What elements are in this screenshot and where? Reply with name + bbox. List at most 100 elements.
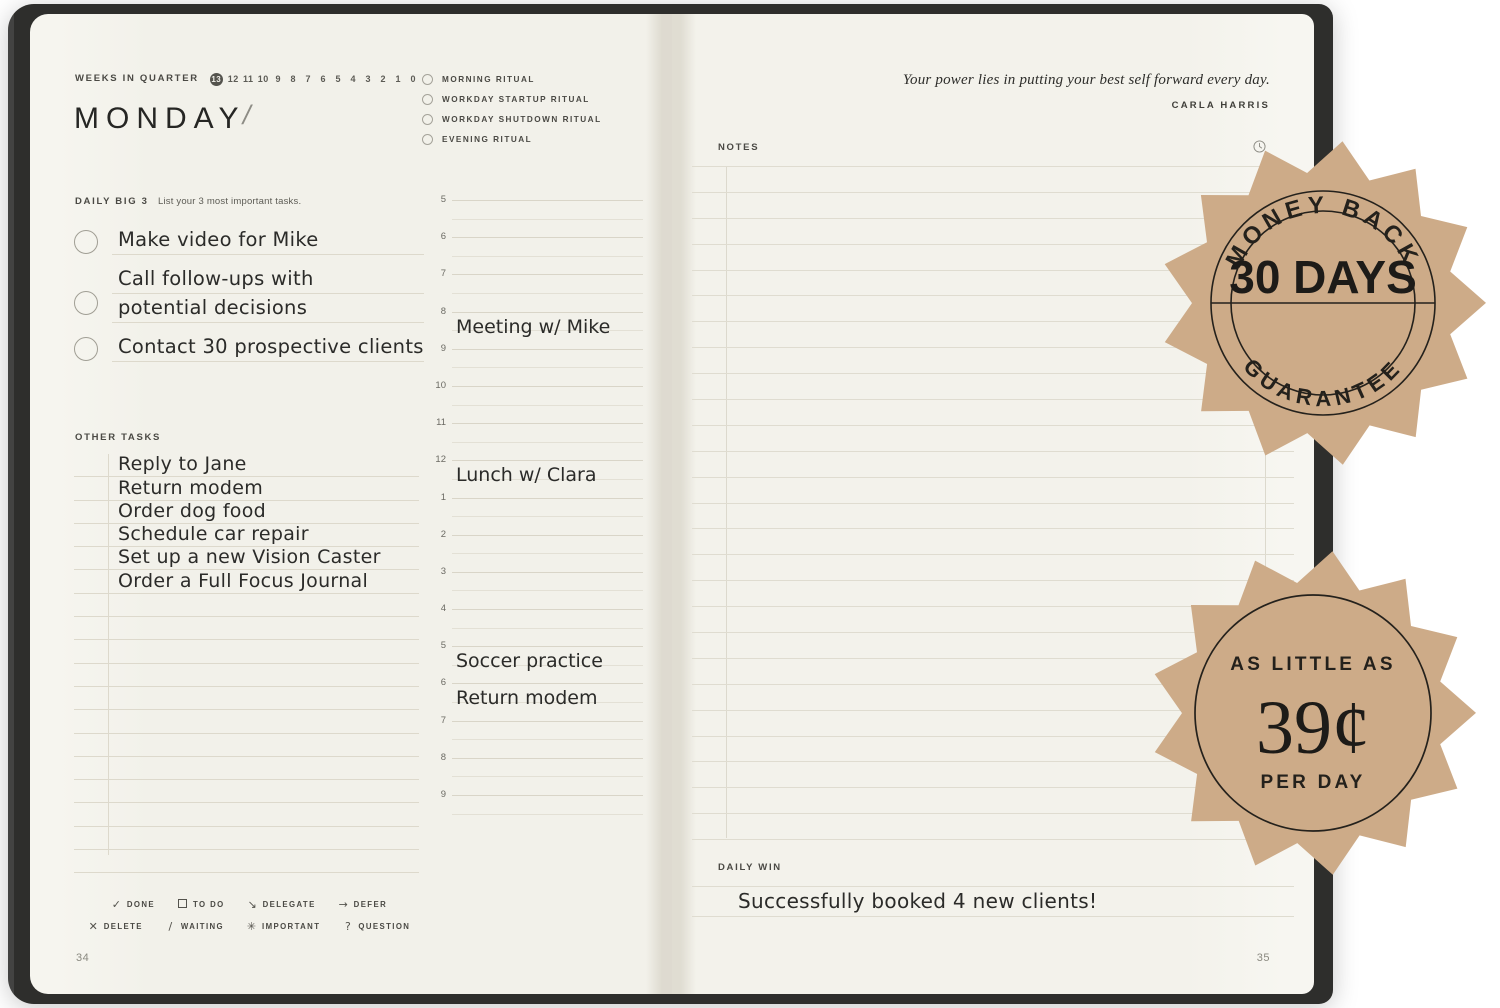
notes-line[interactable] <box>692 839 1294 865</box>
schedule-half-hour-rule <box>452 404 643 406</box>
schedule-slot-7[interactable]: 7 <box>428 715 643 758</box>
ritual-checkbox-icon[interactable] <box>422 133 433 145</box>
schedule-slot-8[interactable]: 8 <box>428 752 643 795</box>
notes-line[interactable] <box>692 632 1294 658</box>
notes-line[interactable] <box>692 217 1294 244</box>
schedule-slot-8[interactable]: 8 Meeting w/ Mike <box>428 306 643 349</box>
notes-line[interactable] <box>692 554 1294 580</box>
other-task-line[interactable]: Reply to Jane <box>74 453 419 478</box>
schedule-slot-9[interactable]: 9 <box>428 343 643 386</box>
notes-lined-area[interactable] <box>692 166 1294 841</box>
notes-line[interactable] <box>692 683 1294 710</box>
notes-line[interactable] <box>692 813 1294 839</box>
notes-line[interactable] <box>692 502 1294 529</box>
ritual-checkbox-icon[interactable] <box>422 113 433 125</box>
notes-line[interactable] <box>692 761 1294 787</box>
week-marker-10[interactable]: 10 <box>257 74 269 84</box>
other-task-line[interactable] <box>74 664 419 687</box>
other-task-line[interactable] <box>74 617 419 641</box>
ritual-item-3[interactable]: EVENING RITUAL <box>422 129 602 149</box>
week-marker-13[interactable]: 13 <box>209 73 223 86</box>
other-task-line[interactable]: Order dog food <box>74 500 419 524</box>
schedule-slot-9[interactable]: 9 <box>428 789 643 832</box>
schedule-slot-5[interactable]: 5 Soccer practice <box>428 640 643 683</box>
other-task-line[interactable]: Set up a new Vision Caster <box>74 546 419 571</box>
week-marker-0[interactable]: 0 <box>410 74 417 84</box>
daily-win-title: DAILY WIN <box>718 862 782 873</box>
notes-line[interactable] <box>692 295 1294 321</box>
legend-item-delegate: ↘ DELEGATE <box>247 898 316 911</box>
weeks-in-quarter-label: WEEKS IN QUARTER <box>75 72 199 84</box>
notes-line[interactable] <box>692 191 1294 218</box>
ritual-item-2[interactable]: WORKDAY SHUTDOWN RITUAL <box>422 109 602 129</box>
weeks-number-scale[interactable]: 13 12 11 10 9 8 7 6 5 4 3 2 1 0 <box>209 69 421 87</box>
schedule-slot-6[interactable]: 6 <box>428 231 643 274</box>
other-task-line[interactable] <box>74 710 419 734</box>
other-task-line[interactable] <box>74 640 419 664</box>
other-task-text: Order a Full Focus Journal <box>118 569 369 592</box>
other-task-line[interactable]: Schedule car repair <box>74 523 419 548</box>
notes-line[interactable] <box>692 735 1294 762</box>
schedule-slot-1[interactable]: 1 <box>428 492 643 535</box>
daily-big-3-checkbox[interactable] <box>74 230 98 254</box>
legend-label: DELEGATE <box>262 900 316 909</box>
daily-big-3-item-2[interactable]: Contact 30 prospective clients <box>74 333 424 362</box>
schedule-slot-6[interactable]: 6 Return modem <box>428 677 643 720</box>
ritual-checkbox-icon[interactable] <box>422 93 433 105</box>
week-marker-7[interactable]: 7 <box>305 74 312 84</box>
other-task-line[interactable] <box>74 803 419 827</box>
week-marker-2[interactable]: 2 <box>380 74 387 84</box>
ritual-label: WORKDAY SHUTDOWN RITUAL <box>442 114 602 124</box>
other-task-line[interactable]: Return modem <box>74 477 419 501</box>
week-marker-9[interactable]: 9 <box>275 74 282 84</box>
notes-line[interactable] <box>692 450 1294 477</box>
week-marker-3[interactable]: 3 <box>365 74 372 84</box>
notes-line[interactable] <box>692 373 1294 399</box>
schedule-slot-12[interactable]: 12 Lunch w/ Clara <box>428 454 643 497</box>
schedule-slot-5[interactable]: 5 <box>428 194 643 237</box>
daily-big-3-item-0[interactable]: Make video for Mike <box>74 226 424 255</box>
ritual-item-0[interactable]: MORNING RITUAL <box>422 69 602 89</box>
notes-line[interactable] <box>692 269 1294 296</box>
daily-big-3-checkbox[interactable] <box>74 291 98 315</box>
daily-big-3-item-1[interactable]: Call follow-ups with potential decisions <box>74 265 424 323</box>
notes-line[interactable] <box>692 243 1294 270</box>
other-task-line[interactable] <box>74 827 419 851</box>
week-marker-8[interactable]: 8 <box>290 74 297 84</box>
notes-line[interactable] <box>692 321 1294 347</box>
week-marker-1[interactable]: 1 <box>395 74 402 84</box>
notes-line[interactable] <box>692 347 1294 373</box>
schedule-slot-3[interactable]: 3 <box>428 566 643 609</box>
other-task-line[interactable] <box>74 594 419 618</box>
week-marker-11[interactable]: 11 <box>243 74 254 84</box>
notes-line[interactable] <box>692 424 1294 451</box>
week-marker-12[interactable]: 12 <box>227 74 239 84</box>
schedule-slot-11[interactable]: 11 <box>428 417 643 460</box>
other-task-line[interactable] <box>74 780 419 804</box>
week-marker-4[interactable]: 4 <box>350 74 357 84</box>
week-marker-5[interactable]: 5 <box>335 74 342 84</box>
notes-line[interactable] <box>692 399 1294 425</box>
notes-line[interactable] <box>692 787 1294 813</box>
ritual-checkbox-icon[interactable] <box>422 73 433 85</box>
notes-line[interactable] <box>692 580 1294 606</box>
ritual-item-1[interactable]: WORKDAY STARTUP RITUAL <box>422 89 602 109</box>
week-marker-6[interactable]: 6 <box>320 74 327 84</box>
notes-line[interactable] <box>692 166 1294 192</box>
notes-line[interactable] <box>692 476 1294 503</box>
notes-line[interactable] <box>692 606 1294 632</box>
schedule-slot-7[interactable]: 7 <box>428 268 643 311</box>
other-task-line[interactable] <box>74 757 419 781</box>
other-task-line[interactable]: Order a Full Focus Journal <box>74 569 419 594</box>
schedule-slot-2[interactable]: 2 <box>428 529 643 572</box>
notes-line[interactable] <box>692 709 1294 736</box>
other-task-line[interactable] <box>74 734 419 757</box>
notes-line[interactable] <box>692 657 1294 684</box>
badge-center-text: 30 DAYS <box>1229 251 1417 303</box>
notes-line[interactable] <box>692 528 1294 554</box>
other-task-line[interactable] <box>74 850 419 874</box>
schedule-slot-10[interactable]: 10 <box>428 380 643 423</box>
schedule-slot-4[interactable]: 4 <box>428 603 643 646</box>
daily-big-3-checkbox[interactable] <box>74 337 98 361</box>
other-task-line[interactable] <box>74 687 419 711</box>
